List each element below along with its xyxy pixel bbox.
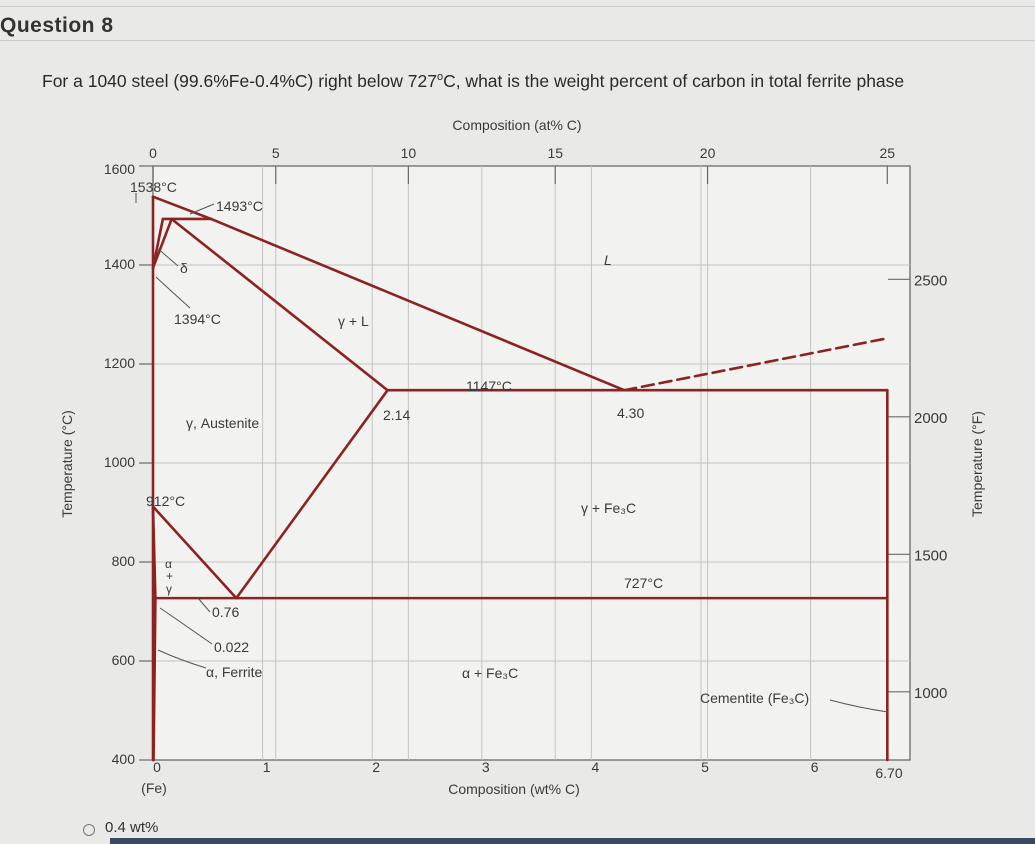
top-tick-label: 20 [700,145,716,161]
annotation-0-022: 0.022 [214,639,249,655]
question-title: Question 8 [0,14,114,37]
phase-label-ferrite: α, Ferrite [206,664,263,680]
top-tick-label: 25 [880,145,896,161]
phase-label-cementite: Cementite (Fe₃C) [700,690,809,706]
x-end-label: 6.70 [875,765,902,781]
annotation-4-30: 4.30 [617,405,644,421]
x-tick-label: 0 [153,759,161,775]
leader-delta [155,246,179,267]
axis-ticks: 0 1 2 3 4 5 6 0 5 10 15 20 25 400 600 800 1000 1200 1400 16… [104,145,948,775]
phase-label-liquid: L [604,252,612,268]
x-tick-label: 4 [592,759,600,775]
question-superscript: o [436,71,444,84]
right-tick-label: 1000 [914,685,947,702]
left-tick-label: 400 [112,751,136,767]
phase-label-austenite: γ, Austenite [186,415,259,431]
x-axis-title: Composition (wt% C) [448,781,579,797]
right-tick-label: 2000 [914,410,947,427]
phase-label-alpha-cementite: α + Fe₃C [462,665,518,681]
annotation-1493c: 1493°C [216,198,263,214]
left-tick-label: 1400 [104,256,135,272]
boundary-delta-left [151,217,165,270]
grid [153,166,910,760]
x-tick-label: 6 [811,759,819,775]
annotation-912c: 912°C [146,493,185,509]
bottom-bar [110,838,1035,844]
question-text: For a 1040 steel (99.6%Fe-0.4%C) right b… [42,71,904,92]
leader-cementite [829,699,889,713]
y-left-axis-title: Temperature (°C) [59,410,75,518]
phase-boundaries [151,195,889,762]
left-tick-label: 1600 [104,161,135,177]
annotation-0-76: 0.76 [212,604,239,620]
left-tick-label: 800 [112,553,136,569]
top-tick-label: 10 [401,145,417,161]
left-tick-label: 1000 [104,454,135,470]
phase-label-delta: δ [180,260,188,276]
leader-1493 [189,203,215,215]
boundary-delta-right [151,217,173,270]
annotation-1538c: 1538°C [130,179,177,195]
annotation-1147c: 1147°C [466,378,512,394]
right-tick-label: 1500 [914,547,947,564]
leader-1394 [155,276,191,309]
boundary-liquidus-fe [151,195,213,221]
phase-label-gamma-liquid: γ + L [338,313,369,329]
x-origin-note: (Fe) [141,780,167,796]
boundary-a3-line [151,505,238,600]
top-axis-title: Composition (at% C) [452,117,581,133]
phase-label-alpha-small: α [165,557,172,571]
answer-option-label: 0.4 wt% [105,819,159,836]
left-tick-label: 600 [112,652,136,668]
boundary-acm-line [234,388,389,600]
phase-label-gamma-small: γ [166,582,172,596]
phase-label-plus-small: + [166,569,173,583]
right-tick-label: 2500 [914,272,947,289]
annotation-727c: 727°C [624,575,663,591]
phase-label-gamma-cementite: γ + Fe₃C [581,500,636,516]
x-tick-label: 2 [372,759,380,775]
x-tick-label: 1 [263,759,271,775]
top-tick-label: 5 [272,145,280,161]
leader-076 [197,597,211,613]
answer-radio[interactable] [83,824,95,836]
x-tick-label: 3 [482,759,490,775]
boundary-liquidus-austenite [209,217,626,392]
top-tick-label: 0 [149,145,157,161]
leader-ferrite [157,649,207,669]
question-text-after: C, what is the weight percent of carbon … [443,71,905,91]
top-tick-label: 15 [547,145,563,161]
boundary-solidus [170,217,389,392]
y-right-axis-title: Temperature (°F) [969,411,985,517]
annotation-1394c: 1394°C [174,311,221,327]
leader-0022 [159,607,213,645]
x-tick-label: 5 [701,759,709,775]
left-tick-label: 1200 [104,355,135,371]
annotation-2-14: 2.14 [383,407,410,423]
question-text-before: For a 1040 steel (99.6%Fe-0.4%C) right b… [42,71,437,91]
boundary-cementite-liquidus [622,336,889,392]
